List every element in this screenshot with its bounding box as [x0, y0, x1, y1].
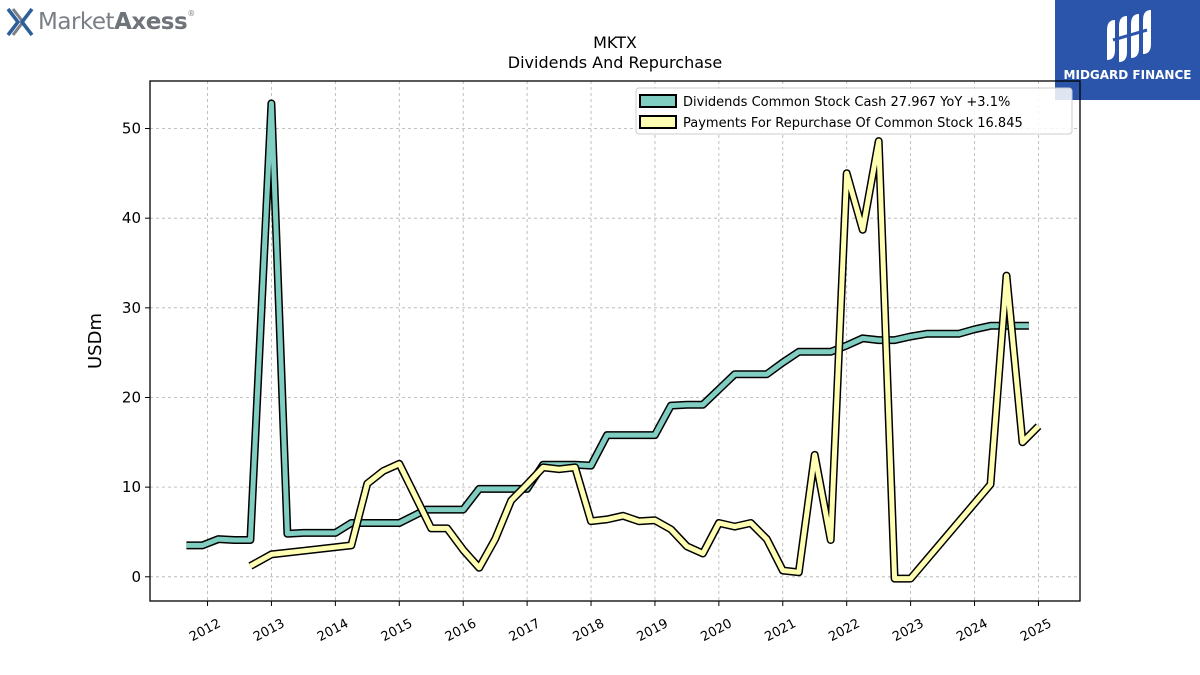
legend-box: [635, 87, 1073, 135]
x-logo-icon: [6, 7, 34, 37]
y-tick-label: 50: [122, 120, 141, 138]
y-axis-label: USDm: [85, 313, 106, 369]
x-tick-label: 2016: [443, 616, 479, 645]
x-tick-label: 2022: [826, 616, 862, 645]
x-tick-label: 2014: [315, 616, 351, 645]
series-line-2: [249, 138, 1041, 582]
chart-subtitle: Dividends And Repurchase: [508, 53, 722, 72]
midgard-finance-logo: MIDGARD FINANCE: [1055, 0, 1200, 100]
x-tick-label: 2019: [635, 616, 671, 645]
plot-frame: [149, 80, 1081, 602]
y-tick-label: 30: [122, 299, 141, 317]
y-tick-label: 10: [122, 478, 141, 496]
legend-label-2: Payments For Repurchase Of Common Stock …: [683, 116, 1023, 131]
legend-swatch-2: [639, 115, 677, 129]
x-tick-label: 2017: [507, 616, 543, 645]
x-tick-label: 2013: [251, 616, 287, 645]
legend-label-1: Dividends Common Stock Cash 27.967 YoY +…: [683, 95, 1010, 110]
x-tick-label: 2015: [379, 616, 415, 645]
x-tick-label: 2025: [1018, 616, 1054, 645]
x-tick-label: 2023: [890, 616, 926, 645]
x-tick-label: 2012: [187, 616, 223, 645]
y-tick-label: 20: [122, 388, 141, 406]
x-tick-label: 2020: [698, 616, 734, 645]
series-lines: [186, 99, 1042, 583]
chart-title: MKTX: [593, 33, 637, 52]
y-tick-label: 0: [131, 568, 141, 586]
x-tick-label: 2018: [571, 616, 607, 645]
series-outline-1: [186, 99, 1029, 550]
x-tick-label: 2021: [762, 616, 798, 645]
midgard-m-logo-icon: [1107, 10, 1151, 62]
legend: Dividends Common Stock Cash 27.967 YoY +…: [635, 87, 1073, 135]
legend-swatch-1: [639, 94, 677, 108]
grid-lines: [150, 81, 1080, 601]
x-tick-label: 2024: [954, 616, 990, 645]
y-tick-label: 40: [122, 209, 141, 227]
midgard-finance-wordmark: MIDGARD FINANCE: [1063, 68, 1192, 82]
series-outline-2: [248, 137, 1042, 583]
series-line-1: [186, 100, 1029, 548]
marketaxess-logo: MarketAxess®: [6, 4, 195, 40]
